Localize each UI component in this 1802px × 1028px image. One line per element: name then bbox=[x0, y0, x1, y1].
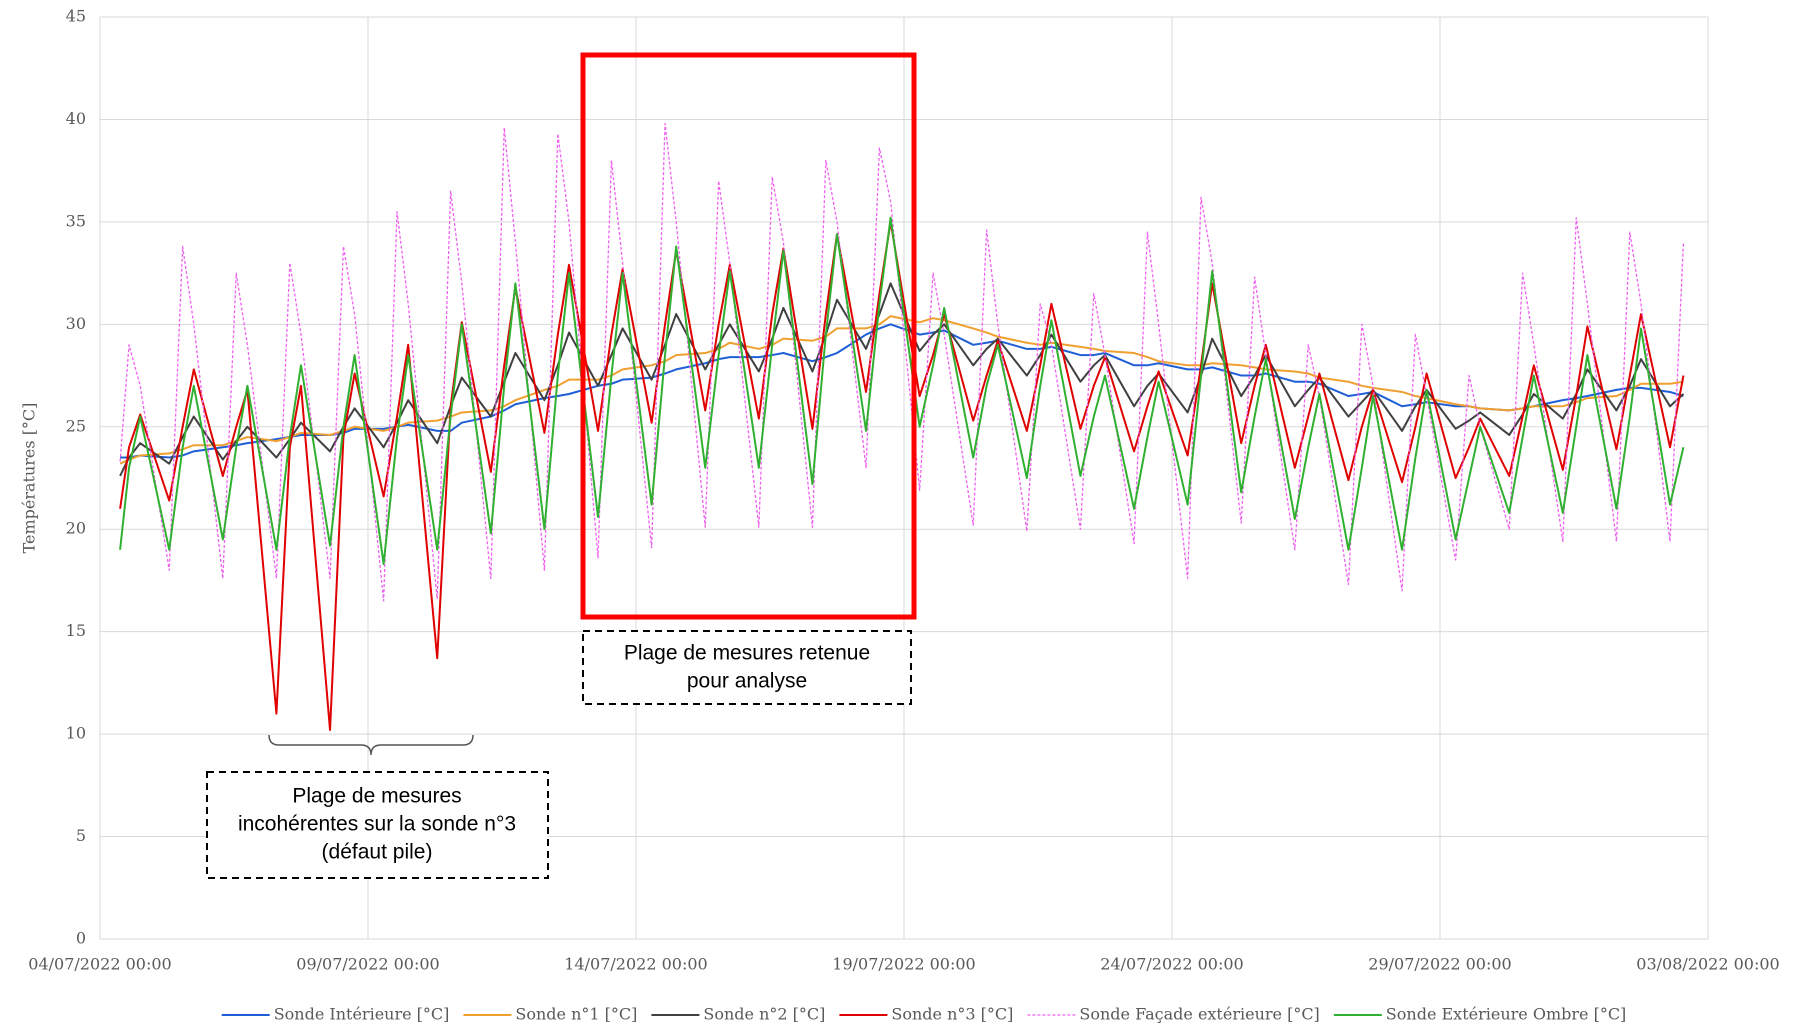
legend-label: Sonde n°1 [°C] bbox=[515, 1005, 637, 1024]
x-tick-label: 29/07/2022 00:00 bbox=[1368, 955, 1511, 974]
legend-item: Sonde Façade extérieure [°C] bbox=[1027, 1005, 1320, 1024]
y-tick-label: 30 bbox=[66, 314, 86, 333]
x-tick-label: 14/07/2022 00:00 bbox=[564, 955, 707, 974]
highlight-box bbox=[580, 52, 917, 620]
legend-label: Sonde Extérieure Ombre [°C] bbox=[1386, 1005, 1627, 1024]
annotation-text: (défaut pile) bbox=[322, 841, 433, 864]
annotation-text: incohérentes sur la sonde n°3 bbox=[238, 813, 516, 836]
legend-label: Sonde n°3 [°C] bbox=[891, 1005, 1013, 1024]
series-line bbox=[119, 216, 1685, 566]
y-tick-label: 35 bbox=[66, 211, 86, 230]
y-tick-label: 5 bbox=[76, 826, 86, 845]
x-tick-label: 03/08/2022 00:00 bbox=[1636, 955, 1779, 974]
series-line bbox=[119, 122, 1685, 602]
annotation-box bbox=[206, 771, 549, 879]
x-tick-label: 24/07/2022 00:00 bbox=[1100, 955, 1243, 974]
x-tick-label: 09/07/2022 00:00 bbox=[296, 955, 439, 974]
lines bbox=[119, 122, 1685, 732]
annotation-text: Plage de mesures bbox=[292, 785, 461, 808]
series-line bbox=[119, 282, 1685, 477]
legend-item: Sonde n°2 [°C] bbox=[651, 1005, 825, 1024]
legend-item: Sonde n°1 [°C] bbox=[463, 1005, 637, 1024]
plot-frame bbox=[99, 16, 1709, 940]
legend-label: Sonde Façade extérieure [°C] bbox=[1079, 1005, 1319, 1024]
y-tick-label: 40 bbox=[66, 109, 86, 128]
y-tick-label: 45 bbox=[66, 7, 86, 26]
legend-label: Sonde Intérieure [°C] bbox=[274, 1005, 450, 1024]
y-tick-label: 15 bbox=[66, 621, 86, 640]
x-tick-label: 04/07/2022 00:00 bbox=[28, 955, 171, 974]
y-tick-label: 25 bbox=[66, 416, 86, 435]
x-tick-label: 19/07/2022 00:00 bbox=[832, 955, 975, 974]
legend-item: Sonde Intérieure [°C] bbox=[221, 1005, 450, 1024]
y-tick-label: 10 bbox=[66, 724, 86, 743]
y-tick-label: 20 bbox=[66, 519, 86, 538]
annotation: Plage de mesures retenue pour analyse bbox=[624, 642, 870, 693]
annotation-text: Plage de mesures retenue bbox=[624, 642, 870, 665]
y-tick-label: 0 bbox=[76, 929, 86, 948]
series-line bbox=[119, 315, 1684, 465]
annotation-box bbox=[582, 630, 912, 705]
legend-item: Sonde n°3 [°C] bbox=[839, 1005, 1013, 1024]
brace bbox=[268, 734, 474, 756]
legend-label: Sonde n°2 [°C] bbox=[703, 1005, 825, 1024]
annotation-text: pour analyse bbox=[687, 670, 807, 693]
annotation: Plage de mesures incohérentes sur la sond… bbox=[238, 785, 516, 864]
y-axis-label: Températures [°C] bbox=[20, 403, 39, 554]
legend: Sonde Intérieure [°C] Sonde n°1 [°C] Sonde… bbox=[221, 1005, 1627, 1024]
legend-item: Sonde Extérieure Ombre [°C] bbox=[1333, 1005, 1627, 1024]
